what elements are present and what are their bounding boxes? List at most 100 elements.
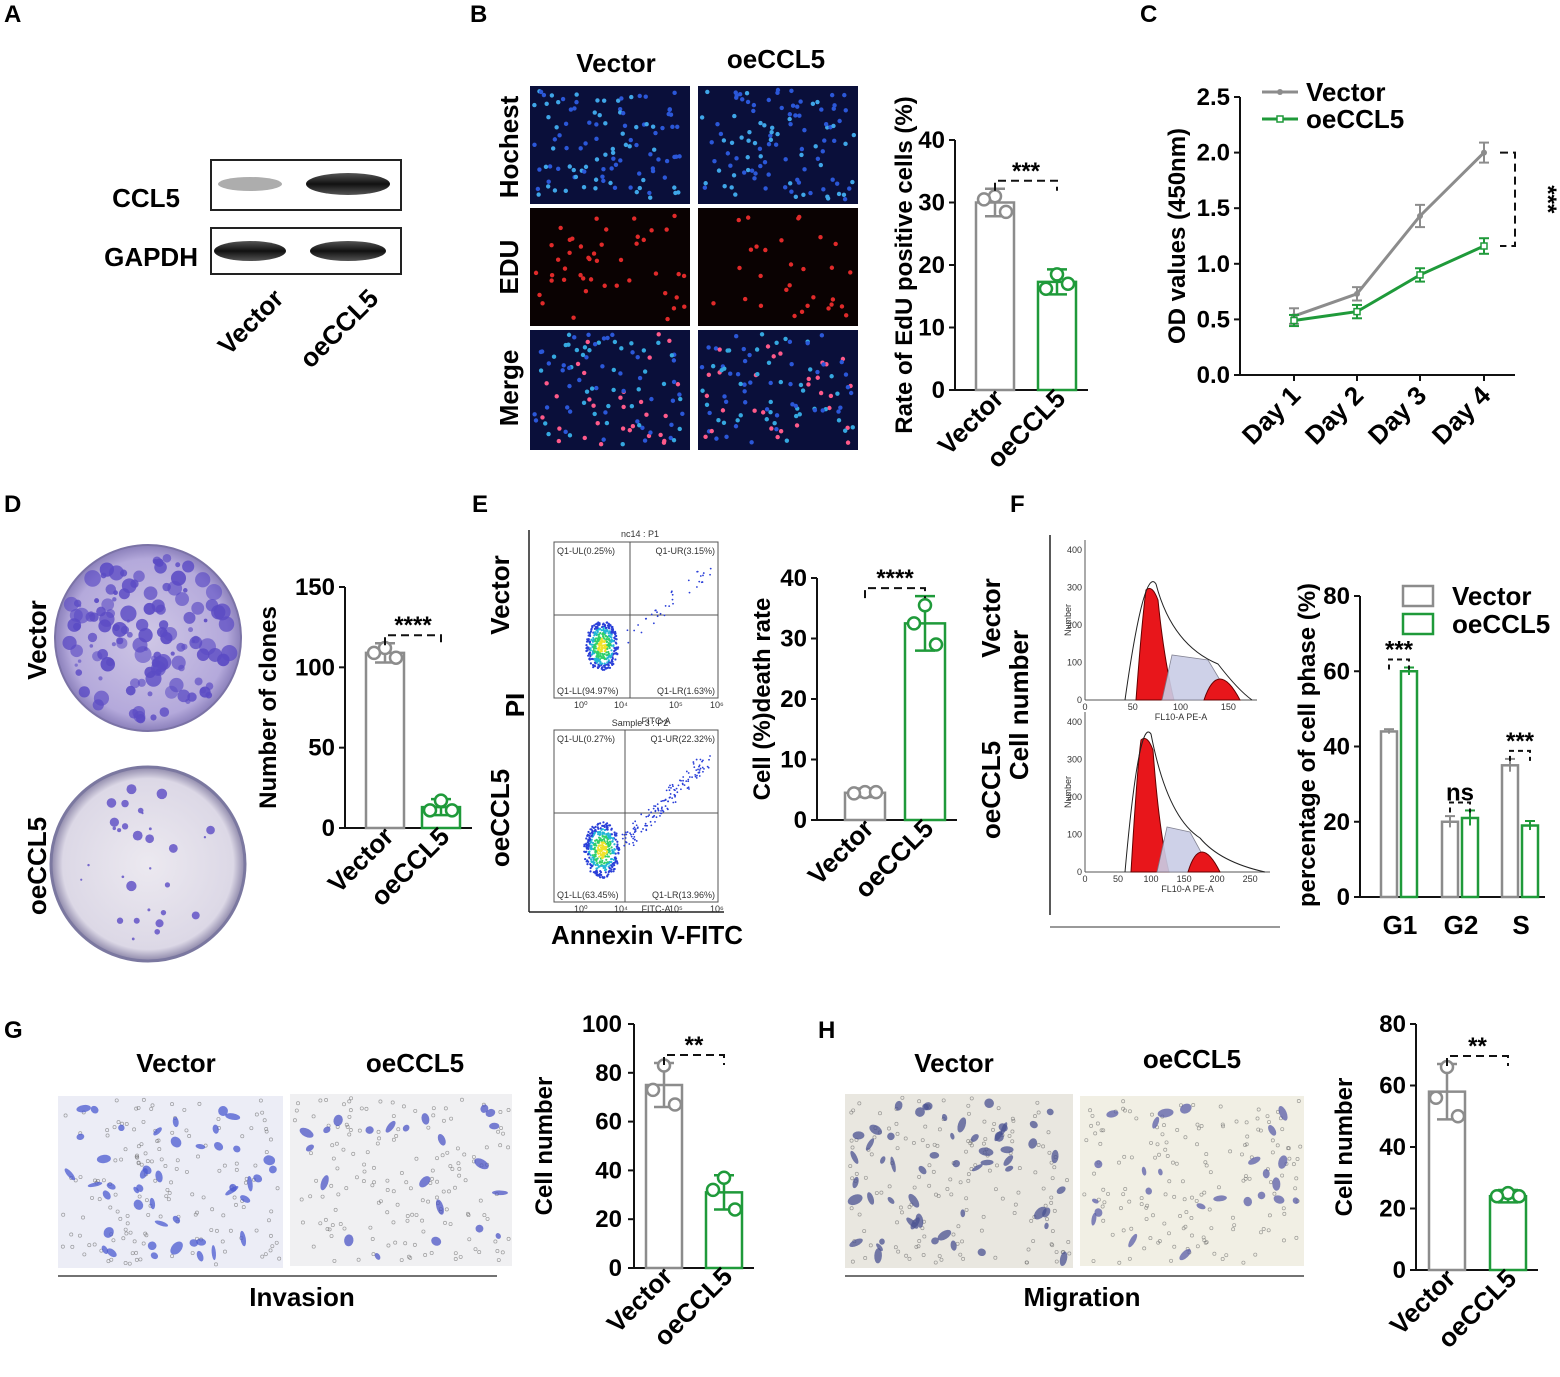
flow-event (587, 631, 590, 634)
membrane-pore (170, 1254, 175, 1259)
flow-event (695, 758, 698, 761)
flow-event (640, 830, 643, 833)
flow-event (614, 641, 617, 644)
nucleus (566, 342, 571, 347)
flow-event (591, 643, 594, 646)
flow-event (611, 848, 614, 852)
membrane-pore (338, 1222, 343, 1226)
flow-event (688, 788, 690, 790)
membrane-pore (457, 1166, 462, 1171)
membrane-pore (311, 1244, 316, 1249)
edu-row-merge: Merge (494, 350, 524, 427)
stained-cell (419, 1176, 431, 1188)
chart-f-sig-bracket (1388, 658, 1410, 670)
membrane-pore (435, 1195, 439, 1200)
stained-cell (1141, 1166, 1147, 1176)
membrane-pore (1202, 1190, 1207, 1195)
nucleus (763, 247, 768, 253)
nucleus (768, 133, 773, 138)
flow-event (612, 644, 615, 647)
nucleus (788, 262, 794, 267)
colony (144, 647, 148, 651)
colony (121, 823, 129, 830)
stained-cell (850, 1150, 859, 1164)
chart-c-data-point (1354, 290, 1360, 297)
stained-cell (1046, 1108, 1054, 1116)
membrane-pore (132, 1127, 137, 1132)
membrane-pore (956, 1224, 961, 1229)
flow-event (612, 870, 615, 873)
membrane-pore (1010, 1116, 1015, 1121)
membrane-pore (450, 1167, 455, 1171)
flow-event (632, 841, 634, 844)
nucleus (538, 368, 544, 373)
flow-event (659, 812, 662, 815)
flow-event (616, 843, 619, 846)
membrane-pore (455, 1146, 460, 1151)
stained-cell (994, 1131, 1004, 1142)
stained-cell (147, 1241, 157, 1251)
flow-event (591, 854, 594, 857)
flow-event (602, 622, 605, 625)
colony (106, 798, 117, 808)
membrane-pore (1256, 1107, 1261, 1112)
stained-cell (887, 1197, 895, 1204)
membrane-pore (868, 1243, 873, 1248)
membrane-pore (435, 1156, 439, 1161)
membrane-pore (1046, 1130, 1051, 1135)
flow-event (617, 852, 620, 855)
flow-event (606, 661, 609, 664)
flow-event (608, 860, 611, 864)
nucleus (537, 167, 542, 172)
nucleus (662, 175, 668, 180)
chart-h-data-point (1450, 1109, 1466, 1124)
flow-event (709, 573, 711, 576)
membrane-pore (263, 1252, 268, 1257)
nucleus (766, 142, 772, 147)
flow-event (611, 837, 615, 840)
nucleus (774, 340, 779, 346)
membrane-pore (1153, 1155, 1158, 1160)
nucleus (758, 120, 763, 126)
stained-cell (865, 1138, 875, 1151)
chart-f-sig-label: *** (1506, 728, 1535, 755)
membrane-pore (136, 1144, 141, 1149)
membrane-pore (153, 1178, 158, 1183)
flow-event (592, 636, 595, 640)
colony (120, 625, 130, 635)
flow-event (599, 870, 602, 873)
flow-event (592, 639, 595, 642)
stained-cell (150, 1252, 159, 1260)
flow-event (621, 833, 624, 836)
membrane-pore (214, 1262, 218, 1267)
membrane-pore (931, 1169, 936, 1174)
flow-event (601, 834, 604, 838)
membrane-pore (848, 1164, 853, 1168)
flow-event (604, 848, 607, 851)
membrane-pore (850, 1145, 855, 1150)
membrane-pore (156, 1138, 161, 1143)
nucleus (544, 381, 549, 386)
colony (87, 863, 90, 867)
flow-event (593, 664, 597, 668)
flow-event (596, 826, 599, 829)
nucleus (797, 214, 802, 220)
membrane-pore (201, 1195, 206, 1200)
nucleus (557, 133, 562, 138)
membrane-pore (1151, 1213, 1155, 1218)
flow-event (604, 866, 607, 869)
nucleus (742, 389, 747, 394)
micrograph-hoechst-0 (530, 86, 690, 204)
flow-event (597, 648, 600, 652)
membrane-pore (872, 1135, 877, 1140)
flow-event (660, 809, 662, 812)
stained-cell (1213, 1195, 1227, 1202)
membrane-pore (1280, 1127, 1285, 1132)
flow-event (602, 821, 605, 824)
nucleus (782, 185, 788, 190)
membrane-pore (898, 1205, 903, 1210)
flow-event (600, 638, 603, 641)
nucleus (670, 398, 676, 403)
membrane-pore (1199, 1123, 1204, 1128)
membrane-pore (132, 1239, 137, 1244)
